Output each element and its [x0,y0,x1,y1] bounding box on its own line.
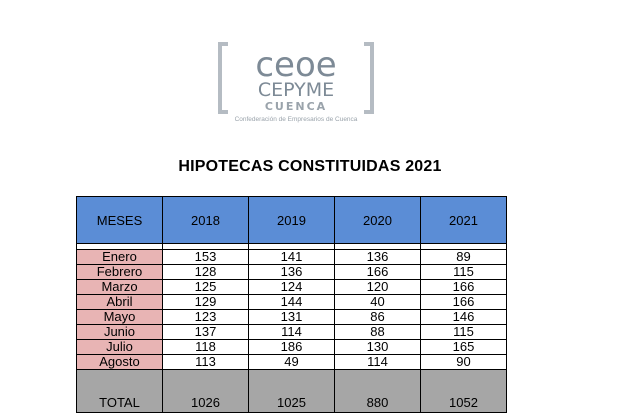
value-cell: 49 [248,354,335,370]
header-months: MESES [76,196,163,244]
month-cell: Marzo [76,279,163,295]
month-cell: Junio [76,324,163,340]
value-cell: 165 [420,339,507,355]
mortgages-table: MESES 2018 2019 2020 2021 Enero 153 141 … [76,196,507,413]
header-2021: 2021 [420,196,507,244]
value-cell: 137 [162,324,249,340]
table-row: Febrero 128 136 166 115 [76,264,507,280]
table-row: Agosto 113 49 114 90 [76,354,507,370]
value-cell: 115 [420,324,507,340]
month-cell: Febrero [76,264,163,280]
value-cell: 130 [334,339,421,355]
value-cell: 89 [420,249,507,265]
value-cell: 128 [162,264,249,280]
value-cell: 136 [248,264,335,280]
header-2019: 2019 [248,196,335,244]
value-cell: 86 [334,309,421,325]
logo-tagline: Confederación de Empresarios de Cuenca [234,116,358,123]
total-row: TOTAL 1026 1025 880 1052 [76,369,507,413]
value-cell: 40 [334,294,421,310]
value-cell: 144 [248,294,335,310]
total-value: 880 [334,369,421,413]
value-cell: 146 [420,309,507,325]
table-row: Junio 137 114 88 115 [76,324,507,340]
month-cell: Agosto [76,354,163,370]
value-cell: 123 [162,309,249,325]
table-row: Julio 118 186 130 165 [76,339,507,355]
value-cell: 113 [162,354,249,370]
total-label: TOTAL [76,369,163,413]
table-row: Mayo 123 131 86 146 [76,309,507,325]
value-cell: 124 [248,279,335,295]
header-2020: 2020 [334,196,421,244]
value-cell: 129 [162,294,249,310]
value-cell: 141 [248,249,335,265]
month-cell: Abril [76,294,163,310]
ceoe-cepyme-logo: ceoe CEPYME CUENCA Confederación de Empr… [216,40,376,128]
value-cell: 120 [334,279,421,295]
value-cell: 88 [334,324,421,340]
value-cell: 136 [334,249,421,265]
month-cell: Julio [76,339,163,355]
value-cell: 186 [248,339,335,355]
value-cell: 125 [162,279,249,295]
value-cell: 166 [420,294,507,310]
month-cell: Enero [76,249,163,265]
total-value: 1026 [162,369,249,413]
logo-cuenca-text: CUENCA [265,100,327,113]
value-cell: 114 [248,324,335,340]
total-value: 1025 [248,369,335,413]
logo-graphic: ceoe CEPYME CUENCA [218,42,374,114]
value-cell: 90 [420,354,507,370]
logo-cepyme-text: CEPYME [258,79,334,101]
logo-ceoe-text: ceoe [255,45,336,85]
table-row: Enero 153 141 136 89 [76,249,507,265]
month-cell: Mayo [76,309,163,325]
table-row: Abril 129 144 40 166 [76,294,507,310]
value-cell: 115 [420,264,507,280]
table-header-row: MESES 2018 2019 2020 2021 [76,196,507,244]
value-cell: 114 [334,354,421,370]
value-cell: 166 [334,264,421,280]
value-cell: 118 [162,339,249,355]
header-2018: 2018 [162,196,249,244]
value-cell: 166 [420,279,507,295]
total-value: 1052 [420,369,507,413]
value-cell: 131 [248,309,335,325]
page-title: HIPOTECAS CONSTITUIDAS 2021 [178,158,442,175]
value-cell: 153 [162,249,249,265]
table-row: Marzo 125 124 120 166 [76,279,507,295]
